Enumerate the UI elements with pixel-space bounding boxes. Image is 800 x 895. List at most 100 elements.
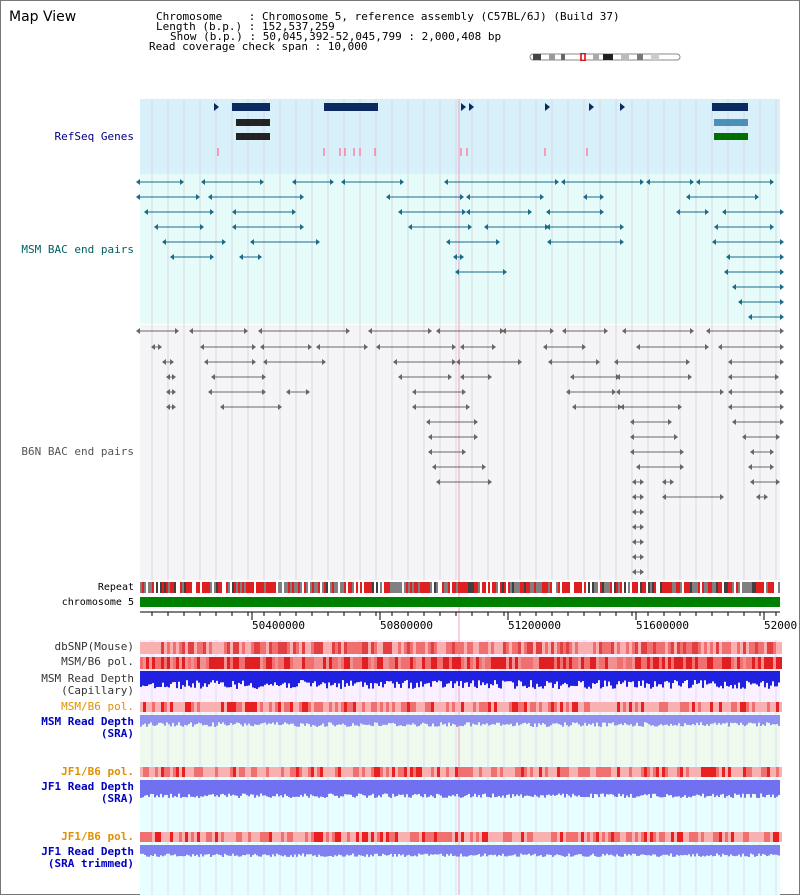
msm-pol-cell xyxy=(731,657,734,669)
jf1-pol2-cell xyxy=(461,832,464,842)
track-label-msm-bac[interactable]: MSM BAC end pairs xyxy=(21,243,134,256)
jf1-depth-trim-bar xyxy=(256,845,258,856)
jf1-depth-sra-bar xyxy=(336,780,338,796)
jf1-pol2-cell xyxy=(374,832,377,842)
msm-depth-cap-bar xyxy=(584,671,586,688)
msm-pol2-cell xyxy=(305,702,308,712)
jf1-depth-sra-bar xyxy=(518,780,520,796)
repeat-segment xyxy=(284,582,286,593)
jf1-depth-sra-bar xyxy=(482,780,484,795)
jf1-pol-cell xyxy=(209,767,212,777)
repeat-segment xyxy=(676,582,678,593)
jf1-pol-cell xyxy=(512,767,515,777)
refseq-transcript xyxy=(236,133,270,140)
chromosome-ideogram[interactable] xyxy=(529,53,681,61)
msm-depth-sra-bar xyxy=(352,715,354,724)
jf1-pol2-cell xyxy=(551,832,554,842)
track-label-b6n-bac[interactable]: B6N BAC end pairs xyxy=(21,445,134,458)
dbsnp-cell xyxy=(224,642,227,654)
msm-pol2-cell xyxy=(251,702,254,712)
jf1-pol-cell xyxy=(647,767,650,777)
msm-pol-cell xyxy=(287,657,290,669)
dbsnp-cell xyxy=(476,642,479,654)
dbsnp-cell xyxy=(284,642,287,654)
jf1-pol-cell xyxy=(290,767,293,777)
msm-depth-cap-bar xyxy=(534,671,536,689)
jf1-depth-sra-bar xyxy=(240,780,242,796)
jf1-depth-sra-bar xyxy=(248,780,250,797)
msm-depth-cap-bar xyxy=(358,671,360,683)
dbsnp-cell xyxy=(176,642,179,654)
msm-depth-cap-bar xyxy=(630,671,632,683)
jf1-depth-sra-bar xyxy=(458,780,460,797)
jf1-pol-cell xyxy=(416,767,419,777)
dbsnp-cell xyxy=(518,642,521,654)
jf1-depth-sra-bar xyxy=(224,780,226,796)
jf1-pol-cell xyxy=(665,767,668,777)
msm-depth-cap-bar xyxy=(650,671,652,689)
msm-depth-cap-bar xyxy=(192,671,194,684)
msm-depth-sra-bar xyxy=(142,715,144,725)
jf1-depth-trim-bar xyxy=(452,845,454,857)
jf1-depth-trim-bar xyxy=(584,845,586,857)
jf1-pol2-cell xyxy=(698,832,701,842)
msm-depth-cap-bar xyxy=(638,671,640,682)
msm-depth-cap-bar xyxy=(512,671,514,683)
jf1-depth-trim-bar xyxy=(544,845,546,857)
msm-pol2-cell xyxy=(455,702,458,712)
msm-depth-cap-bar xyxy=(290,671,292,689)
jf1-depth-trim-bar xyxy=(498,845,500,856)
dbsnp-cell xyxy=(287,642,290,654)
msm-depth-sra-bar xyxy=(544,715,546,725)
jf1-pol-cell xyxy=(767,767,770,777)
msm-depth-sra-bar xyxy=(280,715,282,726)
jf1-pol-cell xyxy=(257,767,260,777)
jf1-depth-sra-bar xyxy=(570,780,572,798)
dbsnp-cell xyxy=(563,642,566,654)
msm-depth-sra-bar xyxy=(668,715,670,726)
msm-depth-cap-bar xyxy=(708,671,710,684)
jf1-depth-sra-bar xyxy=(480,780,482,798)
jf1-pol-cell xyxy=(749,767,752,777)
msm-pol2-cell xyxy=(644,702,647,712)
b6n-bac-pair-end xyxy=(690,328,694,334)
jf1-depth-trim-bar xyxy=(556,845,558,855)
msm-depth-cap-bar xyxy=(654,671,656,682)
jf1-depth-sra-bar xyxy=(350,780,352,795)
msm-depth-sra-bar xyxy=(734,715,736,723)
jf1-depth-trim-bar xyxy=(422,845,424,855)
msm-bac-pair-end xyxy=(770,224,774,230)
msm-pol2-cell xyxy=(482,702,485,712)
jf1-depth-trim-bar xyxy=(662,845,664,855)
track-label-refseq[interactable]: RefSeq Genes xyxy=(54,130,134,143)
jf1-depth-sra-bar xyxy=(386,780,388,794)
msm-depth-cap-bar xyxy=(226,671,228,688)
msm-depth-sra-bar xyxy=(444,715,446,724)
msm-depth-cap-bar xyxy=(576,671,578,687)
jf1-depth-sra-bar xyxy=(762,780,764,797)
dbsnp-cell xyxy=(716,642,719,654)
jf1-depth-sra-bar xyxy=(606,780,608,795)
msm-pol-cell xyxy=(290,657,293,669)
jf1-depth-sra-bar xyxy=(512,780,514,795)
jf1-depth-trim-bar xyxy=(560,845,562,856)
b6n-bac-pair-end xyxy=(572,404,576,410)
repeat-segment xyxy=(144,582,146,593)
jf1-depth-trim-bar xyxy=(420,845,422,855)
msm-pol2-cell xyxy=(683,702,686,712)
b6n-bac-pair-end xyxy=(720,389,724,395)
msm-depth-sra-bar xyxy=(228,715,230,726)
b6n-bac-pair-end xyxy=(452,359,456,365)
jf1-depth-trim-bar xyxy=(408,845,410,855)
jf1-depth-sra-bar xyxy=(756,780,758,798)
msm-depth-cap-bar xyxy=(168,671,170,688)
msm-pol-cell xyxy=(533,657,536,669)
jf1-depth-trim-bar xyxy=(520,845,522,854)
msm-depth-cap-bar xyxy=(738,671,740,683)
msm-pol2-cell xyxy=(479,702,482,712)
b6n-bac-pair-end xyxy=(308,344,312,350)
repeat-segment xyxy=(694,582,696,593)
msm-depth-sra-bar xyxy=(504,715,506,725)
repeat-segment xyxy=(386,582,388,593)
